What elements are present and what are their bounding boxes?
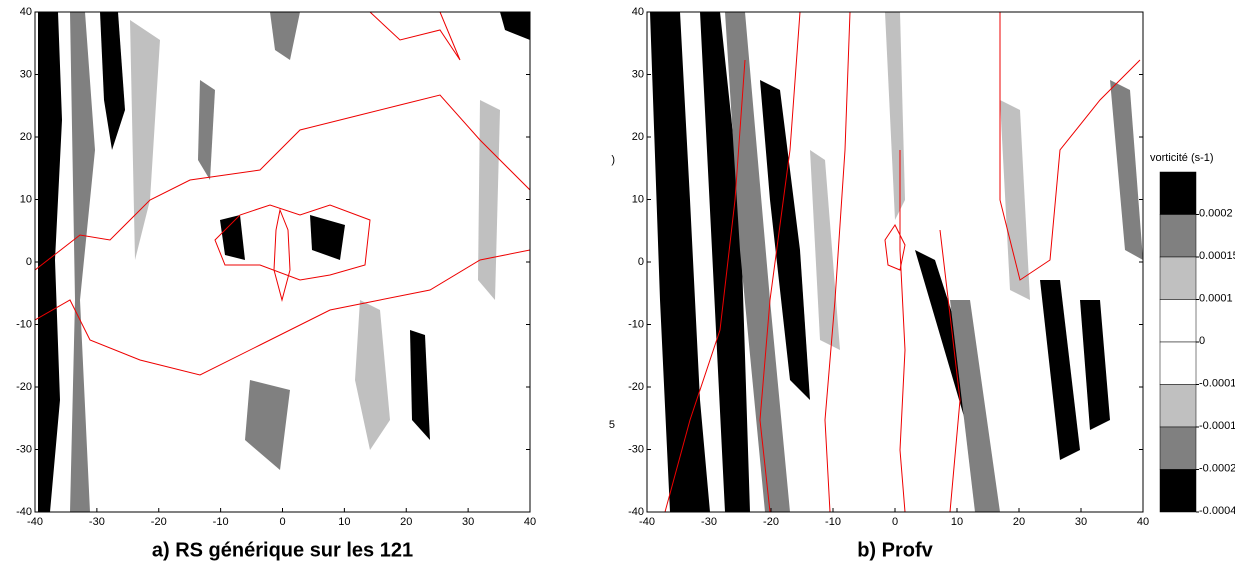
y-tick-label: 40 — [632, 6, 644, 18]
x-tick-label: -10 — [213, 516, 229, 528]
y-tick-label: -40 — [16, 506, 32, 518]
colorbar-label: 0 — [1199, 335, 1205, 347]
x-tick-label: -20 — [763, 516, 779, 528]
colorbar-swatch — [1159, 384, 1197, 428]
y-tick-label: 0 — [638, 256, 644, 268]
y-tick-label: 40 — [20, 6, 32, 18]
x-tick-label: -20 — [151, 516, 167, 528]
y-tick-label: -40 — [628, 506, 644, 518]
x-tick-label: 20 — [1013, 516, 1025, 528]
x-tick-label: 40 — [1137, 516, 1149, 528]
y-tick-label: 30 — [20, 68, 32, 80]
colorbar-label: 0.00015 — [1199, 250, 1235, 262]
colorbar-label: -0.0002 — [1199, 462, 1235, 474]
x-tick-label: -40 — [27, 516, 43, 528]
y-tick-label: 10 — [632, 193, 644, 205]
contour-field — [38, 12, 530, 512]
y-tick-label: -10 — [16, 318, 32, 330]
x-tick-label: 20 — [400, 516, 412, 528]
colorbar-label: -0.0004 — [1199, 505, 1235, 517]
y-tick-label: 20 — [20, 131, 32, 143]
colorbar-swatch — [1159, 214, 1197, 258]
x-tick-label: 10 — [338, 516, 350, 528]
x-tick-label: 30 — [462, 516, 474, 528]
colorbar-swatch — [1159, 341, 1197, 385]
y-tick-label: 0 — [26, 256, 32, 268]
y-tick-label: -30 — [628, 443, 644, 455]
colorbar-swatch — [1159, 171, 1197, 215]
contour-lines — [35, 12, 530, 376]
y-tick-label: -10 — [628, 318, 644, 330]
y-tick-label: 20 — [632, 131, 644, 143]
x-tick-label: 40 — [524, 516, 536, 528]
y-tick-label: -20 — [16, 381, 32, 393]
x-tick-label: -30 — [89, 516, 105, 528]
colorbar-swatch — [1159, 469, 1197, 513]
x-tick-label: 0 — [279, 516, 285, 528]
caption: b) Profv — [857, 539, 933, 561]
text-fragment: ) — [611, 154, 615, 166]
y-tick-label: -20 — [628, 381, 644, 393]
colorbar-swatch — [1159, 256, 1197, 300]
colorbar-label: -0.0001 — [1199, 377, 1235, 389]
x-tick-label: 0 — [892, 516, 898, 528]
caption: a) RS générique sur les 121 — [152, 539, 413, 561]
y-tick-label: -30 — [16, 443, 32, 455]
x-tick-label: -40 — [639, 516, 655, 528]
text-fragment: 5 — [609, 419, 615, 431]
contour-lines — [664, 12, 1141, 512]
colorbar-label: 0.0001 — [1199, 292, 1233, 304]
colorbar-swatch — [1159, 426, 1197, 470]
x-tick-label: 10 — [951, 516, 963, 528]
colorbar-label: -0.00015 — [1199, 420, 1235, 432]
colorbar-swatch — [1159, 299, 1197, 343]
y-tick-label: 30 — [632, 68, 644, 80]
x-tick-label: -30 — [701, 516, 717, 528]
y-tick-label: 10 — [20, 193, 32, 205]
contour-field — [650, 12, 1143, 512]
x-tick-label: 30 — [1075, 516, 1087, 528]
colorbar-label: 0.0002 — [1199, 207, 1233, 219]
x-tick-label: -10 — [825, 516, 841, 528]
colorbar-title: vorticité (s-1) — [1150, 152, 1214, 164]
